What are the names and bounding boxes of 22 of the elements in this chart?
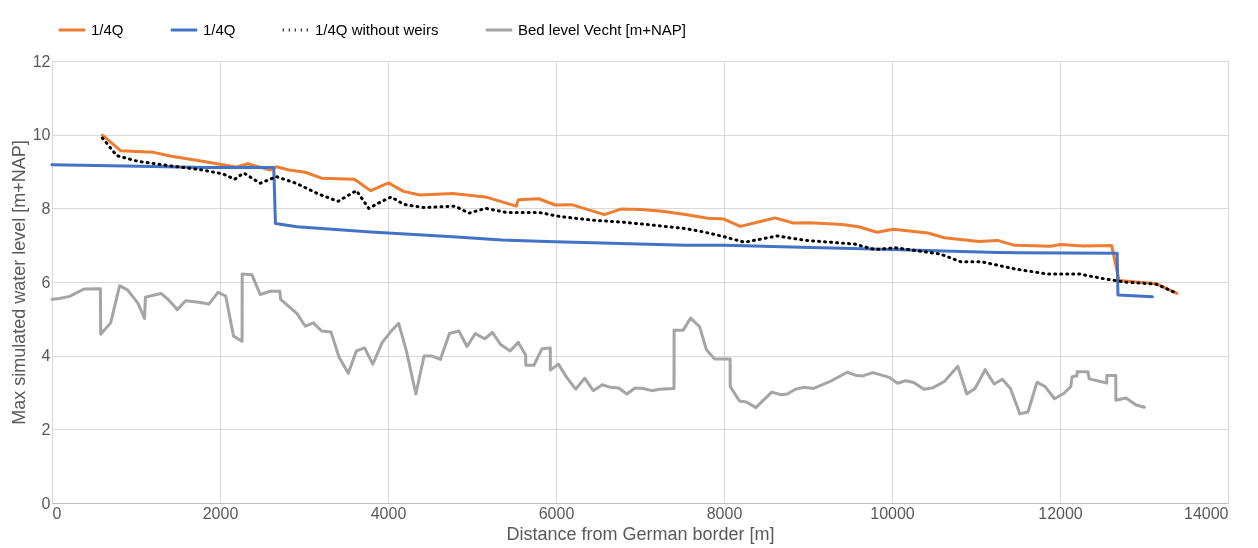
- line-series: [50, 163, 1154, 299]
- legend-label: Bed level Vecht [m+NAP]: [518, 21, 687, 38]
- line-series: [50, 272, 1146, 416]
- y-tick-label: 4: [41, 347, 51, 365]
- y-tick-label: 10: [32, 126, 51, 144]
- legend-label: 1/4Q: [203, 21, 236, 38]
- x-tick-label: 10000: [870, 504, 915, 522]
- x-tick-label: 8000: [706, 504, 743, 522]
- y-tick-label: 8: [41, 199, 51, 217]
- x-axis-title: Distance from German border [m]: [506, 523, 775, 544]
- y-tick-label: 6: [41, 273, 51, 291]
- y-tick-label: 2: [41, 420, 51, 438]
- x-tick-label: 2000: [202, 504, 239, 522]
- x-tick-label: 12000: [1038, 504, 1083, 522]
- y-axis-title: Max simulated water level [m+NAP]: [8, 140, 29, 425]
- legend-label: 1/4Q without weirs: [315, 21, 439, 38]
- y-tick-label: 12: [32, 52, 51, 70]
- legend-label: 1/4Q: [91, 21, 124, 38]
- x-tick-label: 6000: [538, 504, 575, 522]
- x-tick-label: 0: [52, 504, 62, 522]
- x-tick-label: 4000: [370, 504, 407, 522]
- x-tick-label: 14000: [1184, 504, 1229, 522]
